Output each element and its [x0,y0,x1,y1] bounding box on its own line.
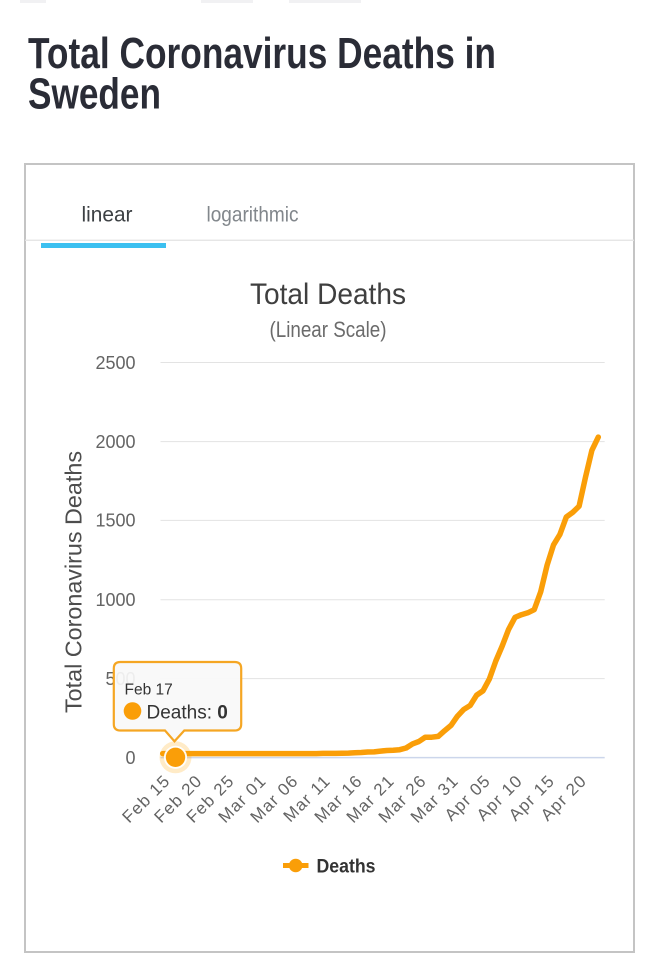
svg-text:Feb 17: Feb 17 [125,682,173,699]
svg-text:Total Coronavirus Deaths in: Total Coronavirus Deaths in [28,30,496,78]
svg-text:linear: linear [82,204,133,227]
svg-text:Total Deaths: Total Deaths [250,278,406,311]
svg-text:0: 0 [125,748,135,768]
svg-text:logarithmic: logarithmic [207,204,299,227]
svg-text:2500: 2500 [95,353,135,373]
svg-text:Deaths: Deaths [317,856,376,878]
svg-text:Deaths: 0: Deaths: 0 [147,703,228,724]
svg-text:Sweden: Sweden [28,71,161,119]
svg-text:(Linear Scale): (Linear Scale) [270,317,387,342]
svg-text:2000: 2000 [95,432,135,452]
svg-text:Total Coronavirus Deaths: Total Coronavirus Deaths [61,451,87,713]
svg-text:1500: 1500 [95,511,135,531]
svg-text:1000: 1000 [95,590,135,610]
